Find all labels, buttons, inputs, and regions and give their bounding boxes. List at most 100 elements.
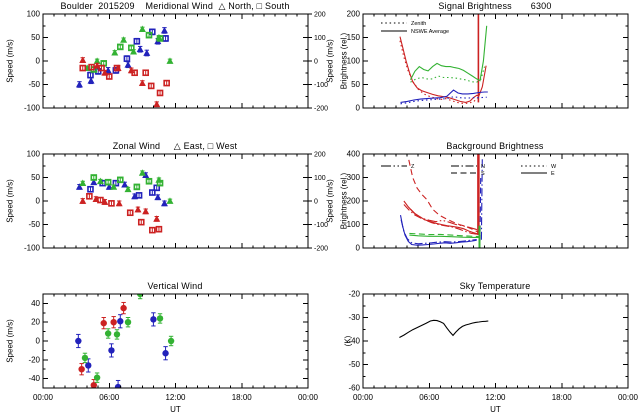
right-y-tick-label: 0 [314, 59, 318, 66]
panel-title-signal: Signal Brightness 6300 [438, 1, 552, 11]
right-y-tick-label: 0 [314, 199, 318, 206]
scatter-series-south-red [79, 63, 170, 97]
y-tick-label: 200 [347, 10, 361, 19]
triangle-marker [136, 45, 144, 53]
y-tick-label: 0 [36, 337, 41, 346]
square-marker [155, 225, 163, 233]
data-layer [75, 25, 174, 108]
x-axis-title: UT [170, 405, 181, 414]
triangle-marker [105, 183, 113, 190]
square-marker [88, 63, 95, 71]
line-series-blue-solid [400, 89, 488, 103]
square-marker [112, 179, 120, 187]
scatter-series-vertical-blue [75, 312, 169, 388]
y-axis-label-signal: Brightness (rel.) [339, 32, 349, 90]
square-marker [98, 64, 105, 72]
square-marker [135, 192, 143, 199]
triangle-marker [124, 185, 132, 193]
y-tick-label: 100 [347, 57, 361, 66]
circle-marker [78, 366, 85, 373]
triangle-marker [96, 177, 104, 185]
zonal-wind-panel: Zonal Wind △ East, □ West -100 -50 0 50 100-… [0, 140, 345, 280]
triangle-marker [79, 197, 87, 204]
y-tick-label: -20 [28, 355, 40, 364]
y-axis-label-meridional: Speed (m/s) [5, 39, 15, 83]
y-tick-label: 100 [27, 150, 41, 159]
line-series-red-dot [399, 40, 478, 104]
y-tick-label: 150 [347, 33, 361, 42]
triangle-marker [131, 192, 139, 200]
y-tick-label: -30 [348, 313, 360, 322]
y-tick-label: -50 [28, 80, 40, 89]
legend-label: E [551, 171, 555, 177]
triangle-marker [79, 56, 87, 63]
circle-marker [114, 383, 122, 388]
scatter-series-east-blue [75, 171, 168, 207]
legend-label: W [551, 164, 557, 170]
legend-label: NSWE Average [411, 29, 449, 35]
y-tick-label: 50 [31, 173, 40, 182]
square-marker [123, 55, 131, 62]
circle-marker [90, 381, 97, 388]
data-layer [75, 169, 174, 234]
circle-marker [100, 319, 107, 327]
background-brightness-plot: 0 100 200 300 400 Z N W S E [347, 150, 629, 253]
y-axis-label-sky: (K) [343, 335, 353, 347]
circle-marker [81, 354, 89, 362]
y-axis-label-background: Brightness (rel.) [339, 172, 349, 230]
square-marker [112, 67, 120, 74]
line-series-blue-dashdot [480, 157, 483, 240]
scatter-series-north-green [83, 25, 174, 71]
legend-label: N [481, 164, 485, 170]
axes [42, 13, 309, 109]
x-tick-label: 00:00 [618, 393, 639, 402]
circle-marker [150, 316, 157, 323]
square-marker [108, 200, 115, 207]
data-layer [399, 319, 489, 338]
square-marker [94, 68, 102, 75]
square-marker [145, 177, 153, 185]
y-tick-label: 0 [356, 104, 361, 113]
triangle-marker [142, 171, 150, 179]
circle-marker [113, 331, 121, 338]
panel-title-sky: Sky Temperature [459, 281, 531, 291]
tick-labels: -40 -20 0 20 40 00:00 06:00 12:00 18:00 00:00 UT [28, 299, 318, 414]
axes [42, 293, 309, 389]
square-marker [149, 226, 156, 234]
line-series-blue-dot [400, 96, 487, 105]
y-axis-label-vertical: Speed (m/s) [5, 319, 15, 363]
y-tick-label: 50 [351, 80, 360, 89]
square-marker [133, 183, 141, 191]
y-tick-label: -50 [28, 220, 40, 229]
axes [362, 293, 629, 389]
square-marker [116, 43, 124, 51]
square-marker [86, 192, 93, 200]
square-marker [156, 179, 164, 187]
triangle-marker [166, 197, 174, 204]
triangle-marker [110, 183, 118, 190]
square-marker [156, 35, 164, 42]
scatter-series-west-blue [87, 179, 161, 199]
square-marker [131, 69, 138, 77]
sky-temperature-panel: Sky Temperature -60 -50 -40 -30 -20 00:00 06:0… [320, 280, 640, 420]
circle-marker [117, 318, 124, 325]
triangle-marker [101, 69, 109, 76]
triangle-marker [75, 80, 83, 88]
triangle-marker [101, 198, 109, 205]
triangle-marker [90, 178, 98, 186]
circle-marker [85, 362, 92, 369]
square-marker [142, 69, 149, 77]
square-marker [105, 73, 113, 80]
y-axis-label-zonal: Speed (m/s) [5, 179, 15, 223]
scatter-series-vertical-green [81, 294, 175, 383]
triangle-marker [166, 57, 174, 64]
triangle-marker [127, 66, 135, 74]
square-marker [163, 79, 170, 87]
scatter-series-south-green [90, 31, 164, 73]
data-layer [399, 14, 488, 105]
